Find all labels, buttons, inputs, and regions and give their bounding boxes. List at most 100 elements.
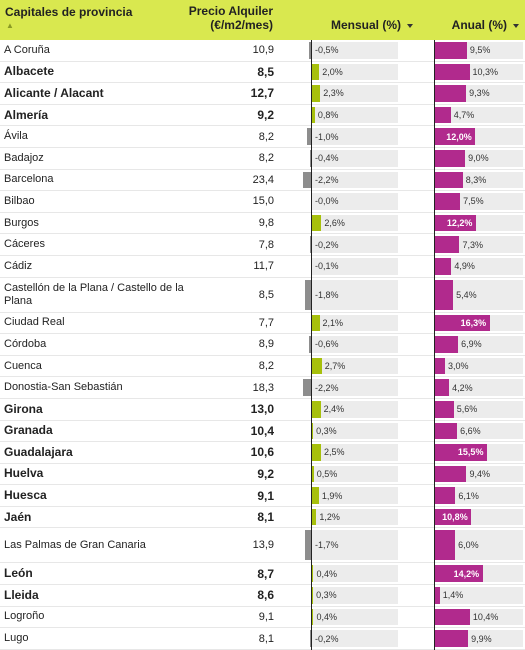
annual-bar bbox=[435, 401, 454, 418]
annual-bar bbox=[435, 630, 468, 647]
annual-value: 14,2% bbox=[454, 565, 480, 582]
table-header: Capitales de provincia ▲ Precio Alquiler… bbox=[0, 0, 525, 40]
monthly-cell: -0,6% bbox=[312, 336, 398, 353]
monthly-value: 0,3% bbox=[316, 587, 337, 604]
monthly-value: 2,5% bbox=[324, 444, 345, 461]
province-name: Lugo bbox=[4, 628, 204, 649]
annual-bar bbox=[435, 64, 470, 81]
annual-cell: 9,3% bbox=[435, 85, 523, 102]
province-name: Granada bbox=[4, 421, 204, 442]
monthly-cell: -0,2% bbox=[312, 630, 398, 647]
annual-cell: 5,4% bbox=[435, 280, 523, 310]
monthly-bar bbox=[312, 215, 321, 232]
monthly-bar bbox=[312, 444, 321, 461]
annual-value: 1,4% bbox=[443, 587, 464, 604]
annual-cell: 7,5% bbox=[435, 193, 523, 210]
column-header-monthly[interactable]: Mensual (%) bbox=[312, 18, 432, 32]
sort-arrow-icon bbox=[513, 24, 519, 28]
monthly-cell: 0,3% bbox=[312, 423, 398, 440]
annual-value: 9,0% bbox=[468, 150, 489, 167]
province-name: Castellón de la Plana / Castello de la P… bbox=[4, 278, 204, 312]
rent-price: 10,9 bbox=[253, 40, 274, 61]
annual-value: 12,0% bbox=[446, 128, 472, 145]
monthly-bar bbox=[312, 487, 319, 504]
annual-bar bbox=[435, 280, 453, 310]
column-header-province[interactable]: Capitales de provincia bbox=[5, 5, 132, 19]
monthly-cell: -0,5% bbox=[312, 42, 398, 59]
annual-zero-axis bbox=[434, 40, 435, 650]
annual-value: 7,3% bbox=[462, 236, 483, 253]
monthly-bar bbox=[312, 358, 322, 375]
province-name: Logroño bbox=[4, 607, 204, 628]
annual-cell: 6,1% bbox=[435, 487, 523, 504]
province-name: Ciudad Real bbox=[4, 313, 204, 334]
monthly-value: -0,4% bbox=[315, 150, 339, 167]
annual-cell: 10,3% bbox=[435, 64, 523, 81]
monthly-cell: 2,5% bbox=[312, 444, 398, 461]
annual-cell: 15,5% bbox=[435, 444, 523, 461]
monthly-value: -0,2% bbox=[315, 630, 339, 647]
rent-price: 13,0 bbox=[251, 399, 274, 420]
monthly-bar bbox=[312, 85, 320, 102]
monthly-cell: -1,8% bbox=[312, 280, 398, 310]
annual-cell: 8,3% bbox=[435, 172, 523, 189]
annual-value: 6,0% bbox=[458, 530, 479, 560]
rent-price: 8,2 bbox=[259, 148, 274, 169]
annual-cell: 16,3% bbox=[435, 315, 523, 332]
annual-bar bbox=[435, 466, 466, 483]
monthly-value: 0,5% bbox=[317, 466, 338, 483]
annual-bar bbox=[435, 487, 455, 504]
province-name: Las Palmas de Gran Canaria bbox=[4, 528, 204, 562]
monthly-cell: -2,2% bbox=[312, 379, 398, 396]
monthly-value: -0,1% bbox=[315, 258, 339, 275]
monthly-cell: 2,4% bbox=[312, 401, 398, 418]
column-header-annual[interactable]: Anual (%) bbox=[452, 18, 519, 32]
monthly-cell: 0,8% bbox=[312, 107, 398, 124]
monthly-cell: -2,2% bbox=[312, 172, 398, 189]
monthly-value: -0,2% bbox=[315, 236, 339, 253]
rent-price: 18,3 bbox=[253, 377, 274, 398]
annual-cell: 4,2% bbox=[435, 379, 523, 396]
monthly-cell: 2,7% bbox=[312, 358, 398, 375]
annual-value: 15,5% bbox=[458, 444, 484, 461]
sort-arrow-icon bbox=[407, 24, 413, 28]
monthly-value: -1,0% bbox=[315, 128, 339, 145]
annual-cell: 5,6% bbox=[435, 401, 523, 418]
rent-price: 9,1 bbox=[257, 485, 274, 506]
monthly-value: -1,8% bbox=[315, 280, 339, 310]
annual-cell: 6,6% bbox=[435, 423, 523, 440]
annual-cell: 6,0% bbox=[435, 530, 523, 560]
annual-value: 3,0% bbox=[448, 358, 469, 375]
annual-value: 10,3% bbox=[473, 64, 499, 81]
annual-value: 10,4% bbox=[473, 609, 499, 626]
province-name: Albacete bbox=[4, 62, 204, 83]
province-name: Girona bbox=[4, 399, 204, 420]
rent-price: 9,8 bbox=[259, 213, 274, 234]
rent-price: 15,0 bbox=[253, 191, 274, 212]
annual-bar bbox=[435, 587, 440, 604]
province-name: Cádiz bbox=[4, 256, 204, 277]
province-name: Almería bbox=[4, 105, 204, 126]
annual-bar bbox=[435, 423, 457, 440]
annual-cell: 3,0% bbox=[435, 358, 523, 375]
province-name: León bbox=[4, 563, 204, 584]
rent-price: 8,5 bbox=[259, 278, 274, 312]
monthly-value: 2,4% bbox=[324, 401, 345, 418]
sort-ascending-icon[interactable]: ▲ bbox=[6, 21, 14, 30]
annual-value: 7,5% bbox=[463, 193, 484, 210]
monthly-bar bbox=[312, 107, 315, 124]
annual-value: 8,3% bbox=[466, 172, 487, 189]
column-header-price[interactable]: Precio Alquiler (€/m2/mes) bbox=[189, 4, 273, 32]
annual-value: 4,7% bbox=[454, 107, 475, 124]
